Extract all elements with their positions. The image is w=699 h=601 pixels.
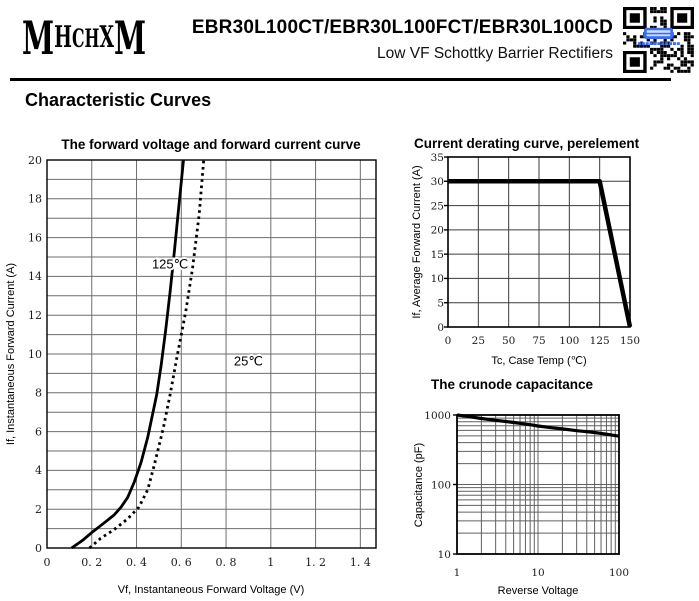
part-number-title: EBR30L100CT/EBR30L100FCT/EBR30L100CD <box>191 17 613 38</box>
x-tick-label: 1 <box>454 567 461 579</box>
x-tick-label: 0 <box>445 335 452 347</box>
y-tick-label: 4 <box>35 464 42 477</box>
y-tick-label: 18 <box>28 193 42 206</box>
y-tick-label: 5 <box>437 298 444 310</box>
y-axis-label: If, Instantaneous Forward Current (A) <box>5 263 17 445</box>
header-divider <box>10 78 671 81</box>
x-tick-label: 0 <box>44 556 51 569</box>
y-tick-label: 0 <box>437 322 444 334</box>
x-tick-label: 75 <box>532 335 545 347</box>
logo-letter: H <box>54 20 72 55</box>
y-tick-label: 30 <box>431 176 444 188</box>
y-tick-label: 100 <box>431 479 451 491</box>
x-tick-label: 1. 2 <box>305 556 326 569</box>
x-axis-label: Reverse Voltage <box>498 585 579 597</box>
y-tick-label: 6 <box>35 425 42 438</box>
qr-code-icon <box>623 7 694 73</box>
y-tick-label: 10 <box>438 549 451 561</box>
y-tick-label: 35 <box>431 152 444 164</box>
x-tick-label: 1 <box>267 556 274 569</box>
section-heading: Characteristic Curves <box>25 90 212 110</box>
curve-annotation: 125℃ <box>152 257 188 272</box>
logo-letter: C <box>71 23 85 53</box>
header-title-block: EBR30L100CT/EBR30L100FCT/EBR30L100CD Low… <box>192 17 613 63</box>
y-tick-label: 14 <box>28 270 42 283</box>
x-tick-label: 100 <box>559 335 579 347</box>
y-axis-label: Capacitance (pF) <box>413 443 425 527</box>
y-tick-label: 8 <box>35 387 42 400</box>
y-tick-label: 16 <box>28 231 42 244</box>
chart-title: Current derating curve, perelement <box>414 136 640 151</box>
x-tick-label: 10 <box>531 567 544 579</box>
x-tick-label: 125 <box>590 335 610 347</box>
x-tick-label: 0. 6 <box>171 556 192 569</box>
x-axis-label: Vf, Instantaneous Forward Voltage (V) <box>118 584 305 596</box>
y-tick-label: 10 <box>431 273 444 285</box>
chart-title: The crunode capacitance <box>431 377 594 392</box>
x-tick-label: 0. 4 <box>126 556 147 569</box>
y-tick-label: 0 <box>35 542 42 555</box>
curve-annotation: 25℃ <box>234 354 263 369</box>
logo-letter: X <box>99 20 115 55</box>
y-axis-label: If, Average Forward Current (A) <box>411 165 423 318</box>
y-tick-label: 25 <box>431 200 444 212</box>
x-tick-label: 150 <box>620 335 640 347</box>
x-tick-label: 100 <box>609 567 629 579</box>
series-125℃ <box>70 159 185 550</box>
x-axis-label: Tc, Case Temp (℃) <box>491 355 586 367</box>
y-tick-label: 1000 <box>424 410 451 422</box>
series-C vs Vr <box>456 413 620 438</box>
y-tick-label: 15 <box>431 249 444 261</box>
y-tick-label: 2 <box>35 503 42 516</box>
series-If(AV) vs Tc <box>448 179 633 328</box>
chart-title: The forward voltage and forward current … <box>61 137 361 152</box>
y-tick-label: 10 <box>28 348 42 361</box>
x-tick-label: 1. 4 <box>350 556 371 569</box>
x-tick-label: 0. 2 <box>81 556 102 569</box>
y-tick-label: 20 <box>28 154 42 167</box>
logo-letter: M <box>114 11 147 65</box>
x-tick-label: 0. 8 <box>216 556 237 569</box>
x-tick-label: 25 <box>472 335 485 347</box>
forward-voltage-current-chart: 0 0. 2 0. 4 0. 6 0. 8 1 1. 2 1. 420181614121086… <box>5 137 377 596</box>
y-tick-label: 12 <box>28 309 42 322</box>
logo-letter: H <box>84 23 100 53</box>
logo-letter: M <box>22 11 55 65</box>
product-subtitle: Low VF Schottky Barrier Rectifiers <box>376 45 613 62</box>
x-tick-label: 50 <box>502 335 515 347</box>
y-tick-label: 20 <box>431 225 444 237</box>
